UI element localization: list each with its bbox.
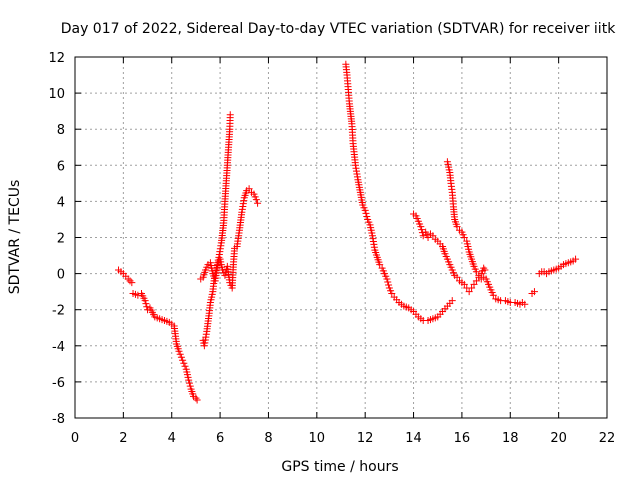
data-point bbox=[480, 264, 488, 272]
x-axis-title: GPS time / hours bbox=[281, 459, 398, 475]
x-tick-label: 20 bbox=[550, 431, 567, 446]
data-point bbox=[361, 206, 369, 214]
y-tick-label: 12 bbox=[48, 51, 65, 66]
y-tick-label: 2 bbox=[57, 232, 65, 247]
x-tick-label: 8 bbox=[264, 431, 272, 446]
x-axis-ticks: 0 2 4 6 8 10 12 14 16 18 20 22 bbox=[71, 57, 615, 446]
data-point bbox=[143, 303, 151, 311]
data-point bbox=[226, 111, 234, 119]
grid-lines bbox=[75, 57, 607, 418]
data-point bbox=[470, 280, 478, 288]
y-tick-label: 6 bbox=[57, 159, 65, 174]
y-tick-label: 0 bbox=[57, 268, 65, 283]
data-point bbox=[418, 229, 426, 237]
data-point bbox=[179, 356, 187, 364]
data-point bbox=[252, 196, 260, 204]
data-point bbox=[453, 223, 461, 231]
data-point bbox=[180, 359, 188, 367]
data-point bbox=[363, 212, 371, 220]
data-point bbox=[460, 234, 468, 241]
data-point bbox=[448, 297, 456, 305]
data-point bbox=[124, 275, 132, 283]
data-point bbox=[453, 273, 461, 281]
y-tick-label: 4 bbox=[57, 195, 65, 210]
y-tick-label: 8 bbox=[57, 123, 65, 138]
data-point bbox=[141, 297, 149, 305]
y-axis-title: SDTVAR / TECUs bbox=[7, 180, 23, 295]
y-tick-label: -4 bbox=[52, 340, 65, 355]
data-point bbox=[424, 234, 432, 241]
x-tick-label: 10 bbox=[309, 431, 326, 446]
data-point bbox=[388, 289, 396, 297]
data-point bbox=[128, 279, 136, 287]
data-point bbox=[460, 280, 468, 288]
data-point bbox=[472, 268, 480, 276]
data-point bbox=[384, 278, 392, 286]
data-point bbox=[134, 291, 142, 299]
data-point bbox=[417, 223, 425, 231]
data-point bbox=[185, 379, 193, 387]
data-point bbox=[521, 300, 529, 308]
data-point bbox=[383, 275, 391, 283]
data-point bbox=[176, 350, 184, 358]
x-tick-label: 2 bbox=[119, 431, 127, 446]
data-points bbox=[115, 60, 580, 404]
data-point bbox=[475, 271, 483, 279]
data-point bbox=[254, 199, 262, 207]
data-point bbox=[362, 209, 370, 217]
y-tick-label: 10 bbox=[48, 87, 65, 102]
y-axis-ticks: -8 -6 -4 -2 0 2 4 6 8 10 12 bbox=[48, 51, 607, 427]
data-point bbox=[142, 300, 150, 308]
data-point bbox=[245, 185, 253, 193]
x-tick-label: 22 bbox=[599, 431, 616, 446]
x-tick-label: 14 bbox=[405, 431, 422, 446]
data-point bbox=[185, 376, 193, 384]
data-point bbox=[192, 394, 200, 402]
data-point bbox=[468, 284, 476, 292]
y-tick-label: -6 bbox=[52, 376, 65, 391]
data-point bbox=[175, 347, 183, 355]
x-tick-label: 12 bbox=[357, 431, 374, 446]
y-tick-label: -2 bbox=[52, 304, 65, 319]
data-point bbox=[472, 277, 480, 285]
x-tick-label: 4 bbox=[168, 431, 176, 446]
chart-title: Day 017 of 2022, Sidereal Day-to-day VTE… bbox=[61, 21, 616, 37]
data-point bbox=[572, 255, 580, 263]
data-point bbox=[465, 288, 473, 296]
y-tick-label: -8 bbox=[52, 412, 65, 427]
data-point bbox=[418, 226, 426, 234]
data-point bbox=[385, 281, 393, 289]
x-tick-label: 16 bbox=[454, 431, 471, 446]
data-point bbox=[376, 261, 384, 269]
data-point bbox=[177, 353, 185, 361]
data-point bbox=[429, 232, 437, 240]
data-point bbox=[186, 382, 194, 390]
data-point bbox=[481, 266, 489, 274]
data-point bbox=[221, 271, 229, 279]
data-point bbox=[530, 288, 538, 296]
data-point bbox=[126, 277, 134, 285]
x-tick-label: 6 bbox=[216, 431, 224, 446]
x-tick-label: 18 bbox=[502, 431, 519, 446]
data-point bbox=[193, 396, 201, 404]
data-point bbox=[489, 291, 497, 299]
x-tick-label: 0 bbox=[71, 431, 79, 446]
data-point bbox=[181, 362, 189, 370]
data-point bbox=[419, 232, 427, 240]
